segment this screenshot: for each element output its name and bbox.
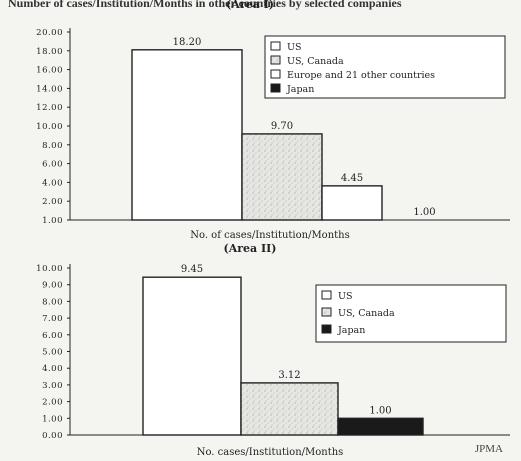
x-axis-label: No. of cases/Institution/Months <box>190 230 350 241</box>
legend-swatch <box>321 324 332 334</box>
bar-value-label: 4.45 <box>341 173 363 184</box>
y-tick-label: 7.00 <box>42 314 63 324</box>
y-tick-label: 0.00 <box>42 431 63 441</box>
source-label: JPMA <box>474 443 503 455</box>
legend-label: Europe and 21 other countries <box>287 70 435 81</box>
y-tick-label: 5.00 <box>42 348 63 358</box>
y-tick-label: 14.00 <box>36 84 63 94</box>
y-tick-label: 10.00 <box>36 264 63 274</box>
legend-label: Japan <box>286 84 314 95</box>
bar-value-label: 1.00 <box>413 207 435 218</box>
legend-swatch <box>270 41 281 51</box>
y-tick-label: 8.00 <box>42 141 63 151</box>
y-tick-label: 9.00 <box>42 281 63 291</box>
bar-value-label: 9.70 <box>271 121 293 132</box>
bar-value-label: 1.00 <box>369 405 391 416</box>
figure-title: Number of cases/Institution/Months in ot… <box>8 0 402 10</box>
legend-swatch <box>270 83 281 93</box>
legend-swatch <box>270 69 281 79</box>
y-tick-label: 2.00 <box>42 197 63 207</box>
legend-label: Japan <box>337 325 365 336</box>
bar <box>337 417 424 436</box>
bar <box>321 185 383 221</box>
legend-swatch <box>321 290 332 300</box>
y-tick-label: 4.00 <box>42 178 63 188</box>
legend-box <box>264 35 506 99</box>
legend-label: US <box>287 42 302 53</box>
y-tick-label: 8.00 <box>42 297 63 307</box>
panel-title: (Area II) <box>224 242 277 255</box>
y-tick-label: 4.00 <box>42 364 63 374</box>
bar <box>241 133 323 221</box>
y-tick-label: 1.00 <box>42 216 63 226</box>
panel-title: (Area I) <box>226 0 274 11</box>
bar <box>240 382 339 436</box>
legend-swatch <box>321 307 332 317</box>
bar <box>142 276 242 436</box>
bar-value-label: 18.20 <box>173 37 202 48</box>
bar <box>131 49 243 221</box>
legend-label: US <box>338 291 353 302</box>
y-tick-label: 10.00 <box>36 122 63 132</box>
y-tick-label: 2.00 <box>42 398 63 408</box>
legend-box <box>315 284 507 343</box>
y-tick-label: 6.00 <box>42 331 63 341</box>
legend-swatch <box>270 55 281 65</box>
y-tick-label: 1.00 <box>42 414 63 424</box>
y-tick-label: 12.00 <box>36 103 63 113</box>
y-tick-label: 3.00 <box>42 381 63 391</box>
y-tick-label: 6.00 <box>42 160 63 170</box>
legend-label: US, Canada <box>338 308 395 319</box>
x-axis-label: No. cases/Institution/Months <box>197 447 344 458</box>
y-tick-label: 16.00 <box>36 66 63 76</box>
y-tick-label: 20.00 <box>36 28 63 38</box>
bar-value-label: 9.45 <box>181 264 203 275</box>
bar-value-label: 3.12 <box>278 370 300 381</box>
legend-label: US, Canada <box>287 56 344 67</box>
y-tick-label: 18.00 <box>36 47 63 57</box>
